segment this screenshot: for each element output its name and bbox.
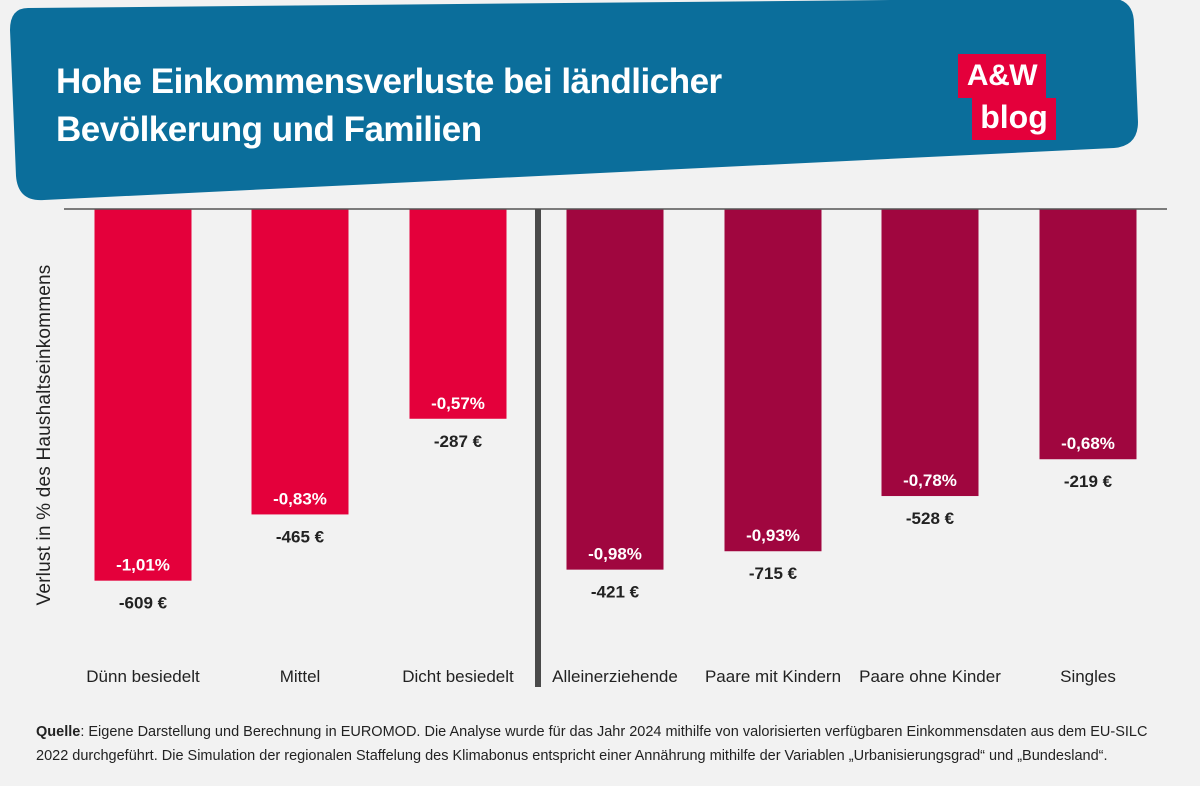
bar-2 [251, 209, 349, 515]
bar-euro-label-1: -609 € [119, 594, 168, 613]
category-label-2: Mittel [280, 667, 321, 686]
bar-5 [724, 209, 822, 552]
bar-percent-label-1: -1,01% [116, 556, 170, 575]
category-label-5: Paare mit Kindern [705, 667, 841, 686]
bar-percent-label-7: -0,68% [1061, 434, 1115, 453]
bar-percent-label-6: -0,78% [903, 471, 957, 490]
bar-euro-label-5: -715 € [749, 564, 798, 583]
banner-background [10, 0, 1138, 201]
source-label: Quelle [36, 724, 81, 740]
chart-title: Hohe Einkommensverluste bei ländlicher B… [56, 62, 722, 149]
bar-euro-label-4: -421 € [591, 583, 640, 602]
bar-6 [881, 209, 979, 497]
bar-percent-label-2: -0,83% [273, 489, 327, 508]
bar-euro-label-2: -465 € [276, 527, 325, 546]
category-label-4: Alleinerziehende [552, 667, 678, 686]
bars-layer [94, 209, 1137, 581]
header-banner: Hohe Einkommensverluste bei ländlicher B… [0, 0, 1200, 210]
labels-layer: -1,01% -609 € Dünn besiedelt -0,83% -465 € Mi… [86, 394, 1116, 686]
category-label-3: Dicht besiedelt [402, 667, 514, 686]
bar-percent-label-4: -0,98% [588, 545, 642, 564]
bar-euro-label-7: -219 € [1064, 472, 1113, 491]
banner-shape [10, 0, 1138, 201]
bar-4 [566, 209, 664, 570]
bar-3 [409, 209, 507, 419]
category-label-1: Dünn besiedelt [86, 667, 200, 686]
bar-euro-label-3: -287 € [434, 432, 483, 451]
category-label-7: Singles [1060, 667, 1116, 686]
y-axis-label: Verlust in % des Haushaltseinkommens [34, 264, 55, 606]
logo-line1: A&W [958, 54, 1046, 98]
y-axis-label-container: Verlust in % des Haushaltseinkommens [20, 260, 70, 610]
bar-7 [1039, 209, 1137, 460]
bar-percent-label-3: -0,57% [431, 394, 485, 413]
logo-line2: blog [972, 98, 1056, 140]
source-text: : Eigene Darstellung und Berechnung in E… [36, 724, 1148, 764]
category-label-6: Paare ohne Kinder [859, 667, 1001, 686]
bar-percent-label-5: -0,93% [746, 526, 800, 545]
bar-1 [94, 209, 192, 581]
bar-euro-label-6: -528 € [906, 509, 955, 528]
source-note: Quelle: Eigene Darstellung und Berechnun… [36, 720, 1176, 768]
